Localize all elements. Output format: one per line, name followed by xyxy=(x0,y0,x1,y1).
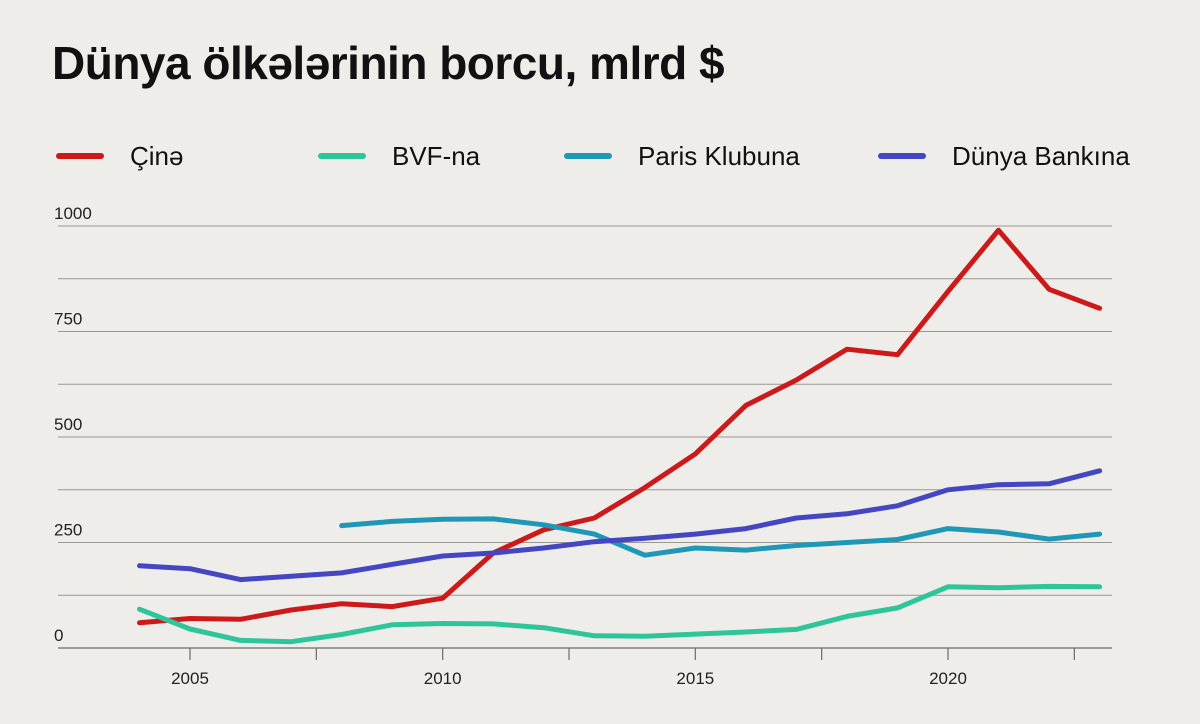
legend-label-dunya-bankina: Dünya Bankına xyxy=(952,140,1130,171)
legend-label-cine: Çinə xyxy=(130,140,184,171)
y-tick-label: 500 xyxy=(54,415,82,434)
legend-item-paris: Paris Klubuna xyxy=(564,136,800,176)
legend-item-dunya-bankina: Dünya Bankına xyxy=(878,136,1130,176)
legend-item-cine: Çinə xyxy=(56,136,183,176)
x-tick-label: 2015 xyxy=(676,669,714,688)
legend-swatch-cine xyxy=(56,153,104,159)
series-line-dunya-bank-na xyxy=(137,468,1103,583)
legend-label-paris: Paris Klubuna xyxy=(638,140,800,171)
legend-swatch-bvf xyxy=(318,153,366,159)
series-line-paris-klubuna xyxy=(339,516,1103,558)
x-tick-label: 2005 xyxy=(171,669,209,688)
y-tick-label: 1000 xyxy=(54,204,92,223)
series-line-bvf-na xyxy=(137,583,1103,645)
series-line-cin xyxy=(137,227,1103,626)
legend: Çinə BVF-na Paris Klubuna Dünya Bankına xyxy=(56,136,1176,176)
x-tick-label: 2020 xyxy=(929,669,967,688)
grid-lines xyxy=(58,225,1112,596)
legend-swatch-paris xyxy=(564,153,612,159)
x-axis xyxy=(58,647,1112,660)
legend-swatch-dunya-bankina xyxy=(878,153,926,159)
chart-title: Dünya ölkələrinin borcu, mlrd $ xyxy=(52,37,725,89)
x-tick-label: 2010 xyxy=(424,669,462,688)
tick-labels: 0 250 500 750 1000 2005 2010 2015 2020 xyxy=(54,204,967,688)
y-tick-label: 0 xyxy=(54,626,63,645)
legend-item-bvf: BVF-na xyxy=(318,136,480,176)
legend-label-bvf: BVF-na xyxy=(392,140,481,171)
series-lines xyxy=(137,227,1103,645)
y-tick-label: 750 xyxy=(54,310,82,329)
y-tick-label: 250 xyxy=(54,521,82,540)
